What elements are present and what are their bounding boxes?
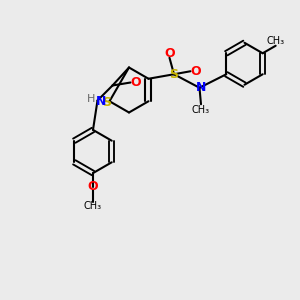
Text: CH₃: CH₃: [267, 36, 285, 46]
Text: H: H: [87, 94, 95, 104]
Text: N: N: [196, 81, 206, 94]
Text: O: O: [164, 47, 175, 60]
Text: S: S: [169, 68, 178, 81]
Text: O: O: [88, 180, 98, 193]
Text: CH₃: CH₃: [84, 201, 102, 211]
Text: O: O: [190, 65, 201, 78]
Text: S: S: [103, 96, 112, 109]
Text: N: N: [96, 95, 106, 109]
Text: O: O: [130, 76, 141, 89]
Text: CH₃: CH₃: [192, 105, 210, 115]
